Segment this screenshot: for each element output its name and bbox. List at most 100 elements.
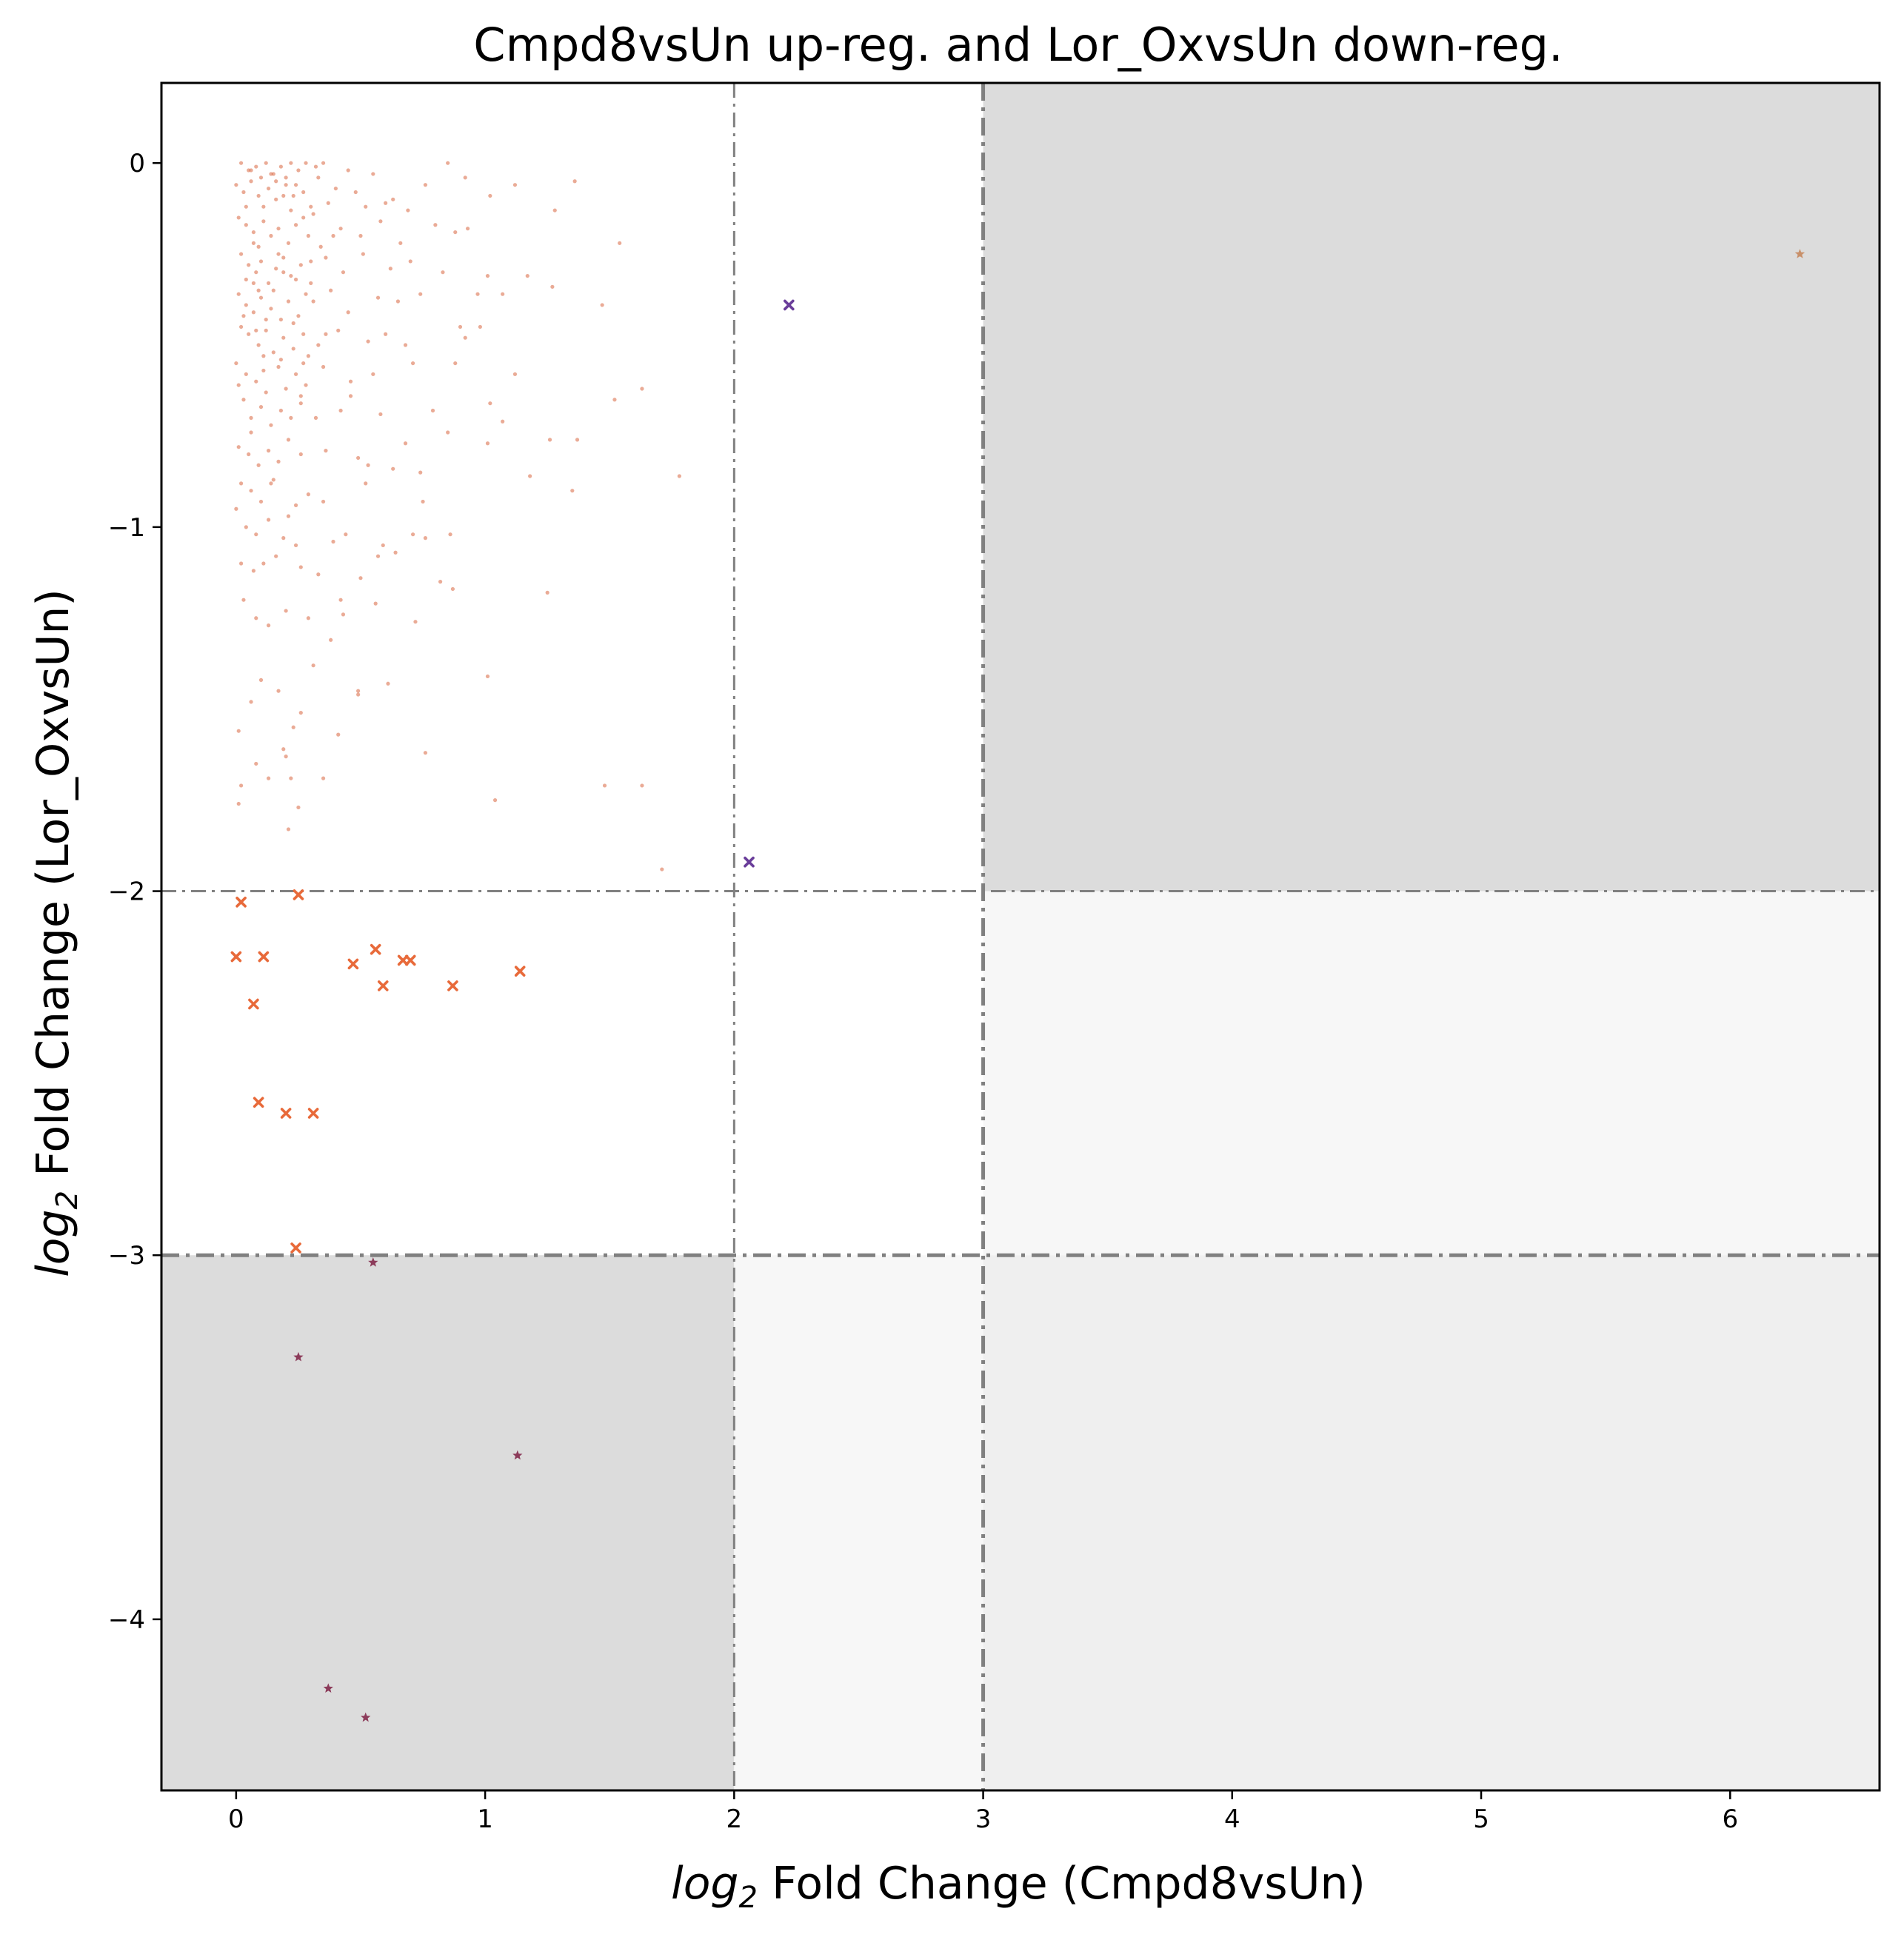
shaded-region-2 (983, 1255, 1880, 1790)
gene-dot (324, 332, 328, 336)
gene-dot (311, 212, 315, 216)
gene-dot (463, 335, 467, 340)
gene-dot (269, 172, 273, 176)
gene-dot (501, 419, 505, 424)
gene-dot (430, 408, 435, 413)
x-tick-label: 1 (477, 1804, 493, 1834)
gene-dot (336, 328, 341, 332)
gene-dot (298, 711, 303, 715)
gene-dot (296, 314, 301, 318)
gene-dot (306, 354, 310, 358)
gene-dot (301, 190, 306, 195)
gene-dot (348, 394, 353, 398)
gene-dot (640, 387, 644, 391)
gene-dot (258, 404, 264, 409)
x-marker (307, 1108, 319, 1119)
gene-dot (324, 449, 328, 453)
gene-dot (381, 543, 385, 548)
gene-dot (550, 284, 555, 289)
gene-dot (269, 233, 273, 238)
gene-dot (258, 499, 264, 504)
star-marker (323, 1683, 333, 1693)
gene-dot (373, 601, 378, 606)
axes-frame (160, 81, 1881, 1792)
gene-dot (256, 343, 261, 347)
x-tick-label: 0 (228, 1804, 244, 1834)
gene-dot (278, 358, 283, 362)
gene-dot (236, 383, 241, 387)
gene-dot (321, 499, 326, 504)
y-axis-label-sub: 2 (50, 1191, 84, 1209)
y-tick-label: −3 (108, 1241, 145, 1271)
gene-dot (356, 455, 361, 461)
gene-dot (261, 219, 266, 224)
gene-dot (375, 554, 381, 558)
gene-dot (375, 295, 381, 300)
gene-dot (391, 466, 395, 471)
gene-dot (316, 175, 321, 180)
gene-dot (570, 489, 575, 493)
gene-dot (306, 492, 310, 497)
y-axis-label: log2 Fold Change (Lor_OxvsUn) (27, 589, 84, 1277)
gene-dot (301, 332, 306, 336)
gene-dot (547, 438, 552, 442)
gene-dot (329, 288, 333, 292)
gene-dot (488, 193, 492, 198)
gene-dot (600, 303, 604, 307)
gene-dot (264, 328, 268, 332)
gene-dot (289, 273, 293, 278)
gene-dot (236, 801, 241, 806)
x-axis-label-sub: 2 (739, 1881, 758, 1915)
gene-dot (251, 281, 256, 286)
gene-dot (316, 572, 321, 577)
gene-dot (346, 310, 350, 315)
gene-dot (258, 259, 264, 264)
gene-dot (321, 161, 326, 165)
gene-dot (256, 193, 261, 198)
gene-dot (423, 536, 428, 541)
gene-dot (640, 783, 644, 788)
gene-dot (423, 751, 428, 755)
gene-dot (298, 263, 303, 267)
gene-dot (286, 299, 291, 304)
gene-dot (391, 197, 395, 201)
gene-dot (331, 233, 335, 238)
gene-dot (286, 827, 291, 832)
x-marker (236, 896, 247, 908)
gene-dot (364, 481, 368, 486)
gene-dot (261, 204, 266, 209)
gene-dot (575, 438, 580, 442)
gene-dot (453, 230, 458, 235)
gene-dot (284, 183, 288, 187)
gene-dot (395, 299, 401, 304)
gene-dot (286, 241, 291, 245)
threshold-lines (161, 83, 1880, 1790)
gene-dot (446, 430, 450, 435)
gene-dot (318, 244, 323, 249)
x-marker (514, 966, 526, 977)
gene-dot (358, 576, 363, 581)
gene-dot (289, 208, 293, 213)
gene-dot (358, 233, 363, 238)
gene-dot (525, 273, 530, 278)
gene-dot (281, 536, 286, 541)
gene-dot (293, 503, 298, 507)
gene-dot (254, 270, 258, 275)
gene-dot (366, 339, 370, 344)
x-tick-label: 5 (1473, 1804, 1489, 1834)
gene-dot (293, 183, 298, 187)
gene-dot (298, 401, 303, 406)
gene-dot (311, 663, 315, 668)
gene-dot (333, 186, 338, 191)
gene-dot (356, 689, 361, 693)
gene-dot (406, 208, 410, 213)
gene-dot (309, 204, 313, 209)
x-marker (447, 980, 458, 991)
gene-dot (341, 270, 346, 275)
gene-dot (321, 776, 326, 780)
x-tick-label: 4 (1224, 1804, 1240, 1834)
gene-dot (291, 193, 295, 198)
gene-dot (236, 215, 241, 220)
